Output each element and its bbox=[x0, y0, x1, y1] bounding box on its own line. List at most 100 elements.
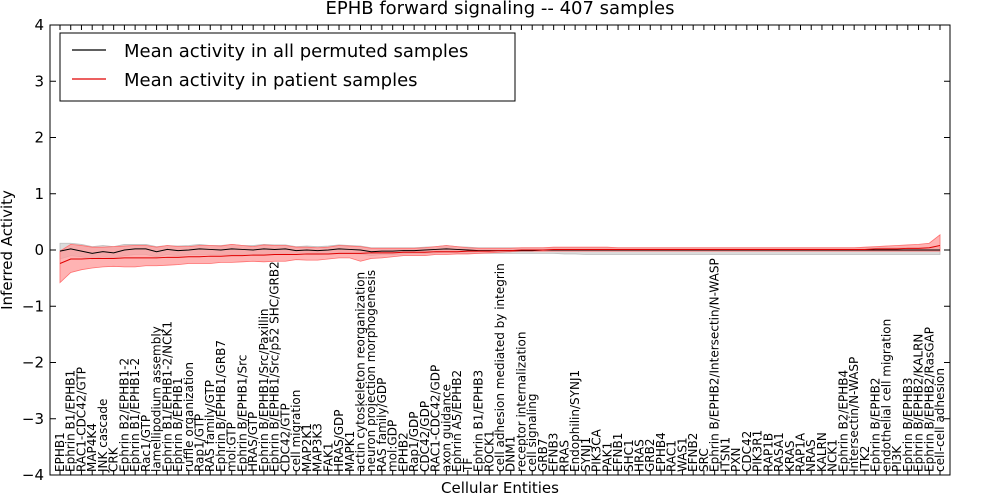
x-tick-label: cell migration bbox=[289, 390, 303, 472]
patient-band bbox=[59, 233, 941, 284]
x-tick-label: PXN bbox=[729, 448, 743, 472]
x-tick-label: EPHB1 bbox=[53, 432, 67, 472]
x-tick-label: CRK bbox=[107, 446, 121, 472]
x-tick-label: endothelial cell migration bbox=[879, 319, 893, 472]
x-tick-label: Ephrin B2/EPHB1-2 bbox=[117, 358, 131, 472]
x-tick-label: NCK1 bbox=[826, 439, 840, 472]
x-tick-label: CDC42/GTP bbox=[278, 403, 292, 472]
x-tick-label: KRAS bbox=[783, 440, 797, 472]
x-tick-label: axon guidance bbox=[439, 384, 453, 472]
x-tick-label: HRAS/GDP bbox=[332, 409, 346, 472]
x-tick-label: cell signaling bbox=[525, 393, 539, 472]
x-tick-label: EPHB2 bbox=[396, 432, 410, 472]
x-tick-label: HRAS/GTP bbox=[246, 412, 260, 472]
x-tick-label: EFNB1 bbox=[611, 433, 625, 472]
x-tick-label: HRAS bbox=[633, 439, 647, 472]
x-tick-label: Endophilin/SYNJ1 bbox=[568, 370, 582, 472]
series-lines bbox=[59, 245, 941, 264]
y-tick-label: −3 bbox=[22, 410, 44, 428]
legend-label-patient: Mean activity in patient samples bbox=[124, 70, 418, 91]
x-tick-label: DNM1 bbox=[504, 436, 518, 472]
x-tick-label: MAP4K4 bbox=[85, 423, 99, 472]
y-tick-label: 3 bbox=[34, 72, 44, 90]
x-tick-label: Ephrin B/EPHB1 bbox=[171, 378, 185, 472]
x-tick-label: Rap1/GDP bbox=[407, 412, 421, 473]
plot-frame bbox=[49, 24, 951, 476]
x-tick-label: CDC42 bbox=[740, 431, 754, 472]
x-tick-label: EPHB4 bbox=[654, 432, 668, 472]
x-tick-label: Ephrin B1/EPHB3 bbox=[472, 370, 486, 472]
x-tick-label: Ephrin B2/EPHB4 bbox=[836, 370, 850, 472]
chart-title: EPHB forward signaling -- 407 samples bbox=[326, 0, 675, 19]
x-tick-label: Ephrin B/EPHB2/Intersectin/N-WASP bbox=[708, 258, 722, 472]
x-tick-label: RAP1A bbox=[793, 432, 807, 472]
y-tick-label: −1 bbox=[22, 297, 44, 315]
x-tick-label: PIK3R1 bbox=[751, 430, 765, 472]
y-axis-label: Inferred Activity bbox=[0, 190, 16, 310]
y-tick-labels: −4 −3 −2 −1 0 1 2 3 4 bbox=[22, 16, 44, 484]
x-tick-label: SYNJ1 bbox=[579, 437, 593, 472]
x-tick-label: GRB7 bbox=[536, 438, 550, 472]
x-tick-label: PIK3CA bbox=[590, 428, 604, 472]
x-tick-label: PI3K bbox=[890, 445, 904, 472]
x-tick-label: mol:GTP bbox=[225, 422, 239, 472]
x-tick-label: RASA1 bbox=[772, 432, 786, 472]
x-tick-label: SHC1 bbox=[622, 439, 636, 472]
x-tick-label: JNK cascade bbox=[96, 399, 110, 473]
y-tick-label: −4 bbox=[22, 466, 44, 484]
x-tick-label: actin cytoskeleton reorganization bbox=[353, 272, 367, 472]
x-tick-label: Ephrin B/EPHB1/Src/p52 SHC/GRB2 bbox=[268, 261, 282, 472]
x-tick-label: NRAS bbox=[804, 439, 818, 472]
x-tick-label: lamellipodium assembly bbox=[150, 326, 164, 472]
x-tick-label: RRAS bbox=[557, 440, 571, 472]
x-tick-label: MAP2K1 bbox=[300, 423, 314, 472]
x-tick-label: receptor internalization bbox=[514, 332, 528, 472]
x-tick-label: Ephrin B1/EPHB1-2/NCK1 bbox=[160, 321, 174, 472]
x-tick-label: Ephrin B/EPHB2/KALRN bbox=[912, 334, 926, 472]
y-tick-label: 4 bbox=[34, 16, 44, 34]
y-tick-label: 1 bbox=[34, 185, 44, 203]
y-tick-label: 2 bbox=[34, 129, 44, 147]
x-tick-label: PAK1 bbox=[600, 442, 614, 472]
x-tick-label: EFNB2 bbox=[686, 433, 700, 472]
x-tick-label: Ephrin B/EPHB2/RasGAP bbox=[922, 327, 936, 472]
x-tick-label: RAS family/GDP bbox=[375, 378, 389, 472]
x-tick-label: MAP3K3 bbox=[311, 423, 325, 472]
x-tick-label: ROCK1 bbox=[482, 430, 496, 472]
x-tick-label: Rac1/GTP bbox=[139, 415, 153, 472]
x-tick-label: KALRN bbox=[815, 432, 829, 472]
x-tick-label: Rap1/GTP bbox=[193, 414, 207, 472]
x-tick-label: Ephrin B/EPHB3 bbox=[901, 378, 915, 472]
x-tick-label: MAPK1 bbox=[343, 431, 357, 472]
x-tick-label: TF bbox=[461, 458, 475, 473]
x-tick-label: WAS1 bbox=[675, 437, 689, 472]
x-tick-label: cell-cell adhesion bbox=[933, 368, 947, 472]
x-tick-label: ITK2 bbox=[858, 446, 872, 472]
x-tick-label: mol:GDP bbox=[386, 420, 400, 472]
x-tick-label: Ephrin B1/EPHB1-2 bbox=[128, 358, 142, 472]
x-tick-label: RAP1B bbox=[761, 433, 775, 472]
x-tick-label: SRC bbox=[697, 448, 711, 472]
x-tick-label: Ephrin B/EPHB1/Src/Paxillin bbox=[257, 308, 271, 472]
x-axis-label: Cellular Entities bbox=[441, 479, 559, 497]
x-tick-label: Ephrin A5/EPHB2 bbox=[450, 370, 464, 472]
legend-label-permuted: Mean activity in all permuted samples bbox=[124, 41, 468, 62]
x-tick-label: RAC1-CDC42/GDP bbox=[429, 365, 443, 472]
x-tick-label: Ephrin B/EPHB2 bbox=[869, 378, 883, 472]
x-tick-label: RAC1-CDC42/GTP bbox=[74, 367, 88, 472]
x-tick-label: cell adhesion mediated by integrin bbox=[493, 263, 507, 472]
y-tick-label: 0 bbox=[34, 241, 44, 259]
x-tick-label: FAK1 bbox=[321, 442, 335, 472]
x-tick-label: ruffle organization bbox=[182, 362, 196, 472]
x-tick-label: Ephrin B/EPHB1/Src bbox=[235, 355, 249, 472]
x-tick-label: GRB2 bbox=[643, 438, 657, 472]
x-tick-label: CDC42/GDP bbox=[418, 401, 432, 472]
x-tick-label: Ephrin B/EPHB1/GRB7 bbox=[214, 340, 228, 472]
x-tick-label: Intersectin/N-WASP bbox=[847, 357, 861, 472]
x-tick-label: RAS family/GTP bbox=[203, 380, 217, 472]
y-tick-label: −2 bbox=[22, 354, 44, 372]
patient-mean-line bbox=[59, 245, 941, 264]
x-tick-label: RAC1 bbox=[665, 440, 679, 472]
